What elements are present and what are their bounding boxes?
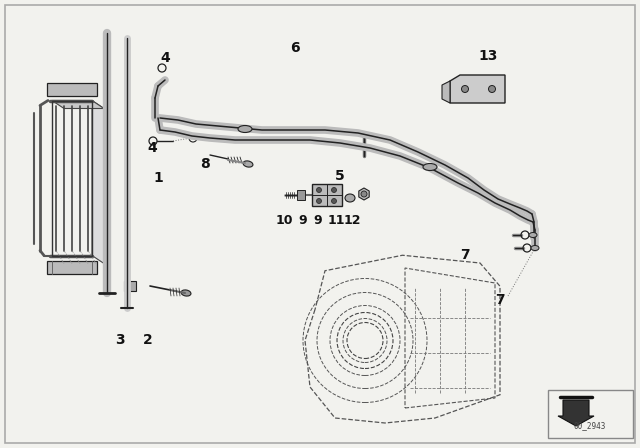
Text: 6: 6: [290, 41, 300, 55]
Text: 10: 10: [275, 214, 292, 227]
Circle shape: [488, 86, 495, 92]
Ellipse shape: [423, 164, 437, 171]
Circle shape: [361, 191, 367, 197]
Text: 13: 13: [478, 49, 498, 63]
Circle shape: [461, 86, 468, 92]
Polygon shape: [52, 100, 104, 108]
Polygon shape: [47, 260, 97, 273]
Ellipse shape: [531, 246, 539, 250]
Text: 00_2943: 00_2943: [574, 421, 606, 430]
Polygon shape: [47, 82, 97, 95]
Circle shape: [317, 198, 321, 203]
Ellipse shape: [181, 290, 191, 296]
Text: 12: 12: [343, 214, 361, 227]
Circle shape: [332, 188, 337, 193]
Polygon shape: [442, 81, 450, 103]
Text: 11: 11: [327, 214, 345, 227]
Circle shape: [317, 188, 321, 193]
Text: 3: 3: [115, 333, 125, 347]
Ellipse shape: [238, 125, 252, 133]
Circle shape: [332, 198, 337, 203]
Text: 9: 9: [314, 214, 323, 227]
Polygon shape: [124, 281, 136, 291]
Text: 7: 7: [495, 293, 505, 307]
Text: 7: 7: [460, 248, 470, 262]
Polygon shape: [297, 190, 305, 200]
Ellipse shape: [345, 194, 355, 202]
Text: 1: 1: [153, 171, 163, 185]
Ellipse shape: [243, 161, 253, 167]
Polygon shape: [312, 184, 342, 206]
Text: 4: 4: [147, 141, 157, 155]
Polygon shape: [558, 400, 594, 426]
Text: 9: 9: [299, 214, 307, 227]
Text: 5: 5: [335, 169, 345, 183]
Text: 8: 8: [200, 157, 210, 171]
Polygon shape: [359, 188, 369, 200]
Text: 2: 2: [143, 333, 153, 347]
Ellipse shape: [529, 233, 537, 237]
Polygon shape: [92, 100, 104, 263]
Polygon shape: [450, 75, 505, 103]
Text: 4: 4: [160, 51, 170, 65]
